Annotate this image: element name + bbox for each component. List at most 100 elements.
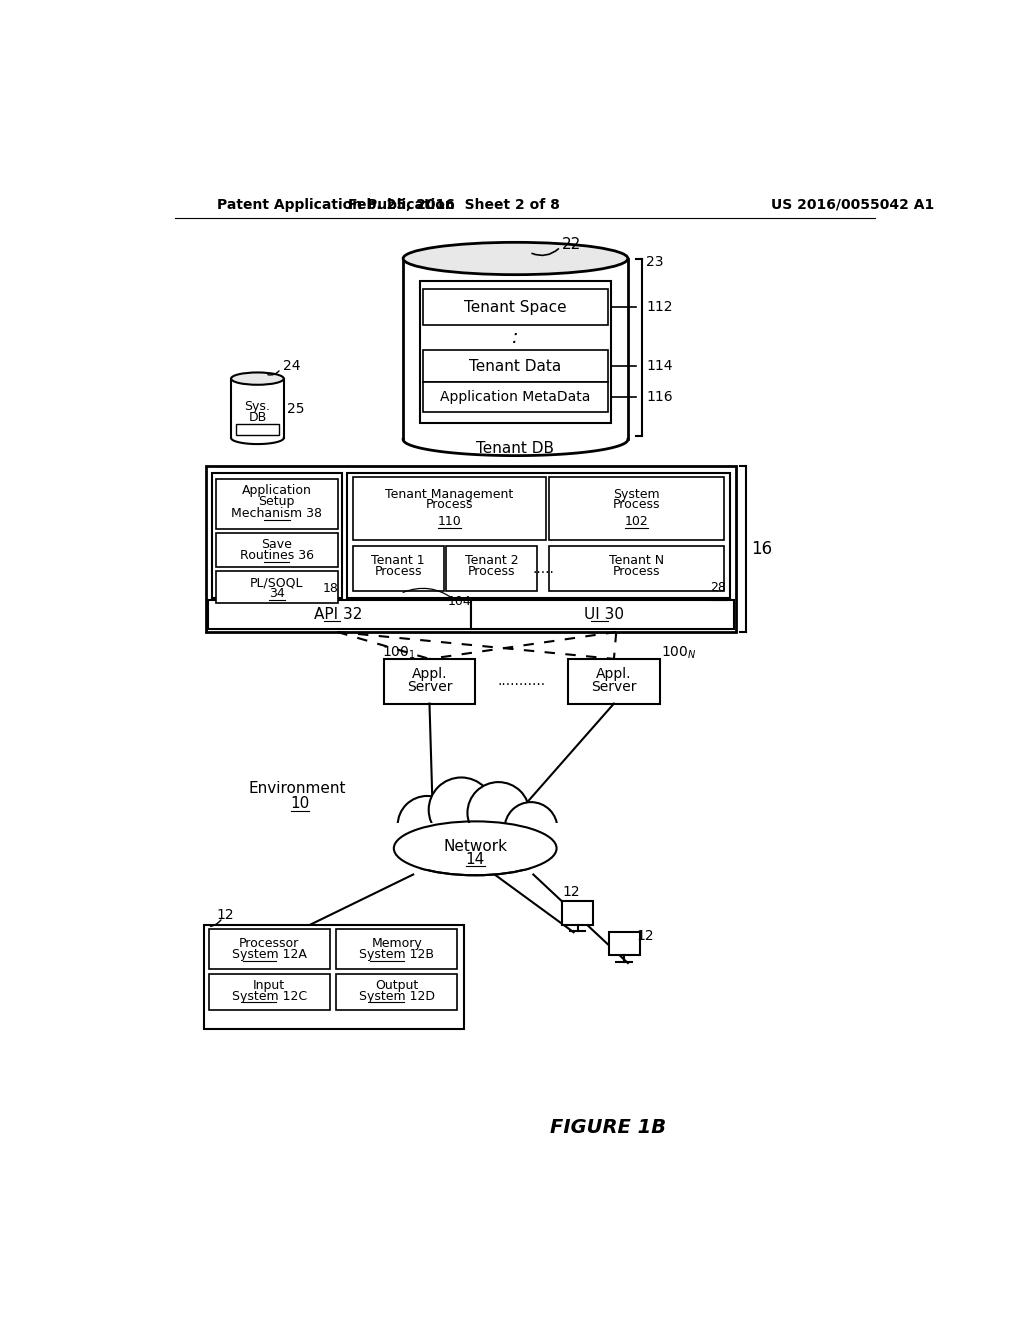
Text: Tenant DB: Tenant DB [476, 441, 555, 457]
Text: 28: 28 [711, 581, 726, 594]
Text: Tenant N: Tenant N [609, 554, 665, 566]
Text: ...........: ........... [498, 675, 546, 688]
Text: Save: Save [261, 539, 292, 552]
FancyBboxPatch shape [216, 572, 338, 603]
Text: Network: Network [443, 838, 507, 854]
Text: 16: 16 [751, 540, 772, 558]
FancyBboxPatch shape [336, 974, 458, 1010]
Text: 100$_1$: 100$_1$ [382, 644, 416, 661]
FancyBboxPatch shape [423, 350, 607, 383]
Text: Process: Process [375, 565, 422, 578]
Text: Feb. 25, 2016  Sheet 2 of 8: Feb. 25, 2016 Sheet 2 of 8 [347, 198, 559, 211]
Ellipse shape [403, 243, 628, 275]
Text: 14: 14 [466, 851, 484, 867]
Circle shape [397, 796, 457, 854]
Text: 102: 102 [625, 515, 648, 528]
Text: Process: Process [612, 499, 660, 511]
FancyBboxPatch shape [204, 924, 464, 1028]
FancyBboxPatch shape [216, 479, 338, 529]
Text: Process: Process [426, 499, 473, 511]
FancyBboxPatch shape [206, 466, 736, 632]
Text: 25: 25 [287, 403, 304, 416]
FancyBboxPatch shape [216, 533, 338, 568]
Text: FIGURE 1B: FIGURE 1B [551, 1118, 667, 1137]
FancyBboxPatch shape [391, 822, 559, 869]
Text: API 32: API 32 [314, 607, 362, 622]
Text: Tenant 2: Tenant 2 [465, 554, 518, 566]
Text: System 12B: System 12B [359, 948, 434, 961]
Text: Routines 36: Routines 36 [240, 549, 313, 562]
Text: Processor: Processor [240, 936, 299, 949]
Text: Server: Server [591, 680, 637, 693]
FancyBboxPatch shape [562, 902, 593, 924]
Text: Setup: Setup [259, 495, 295, 508]
Text: System 12D: System 12D [358, 990, 435, 1003]
Text: 12: 12 [562, 886, 581, 899]
Text: DB: DB [248, 411, 266, 424]
Text: Application MetaData: Application MetaData [440, 391, 591, 404]
Text: 100$_N$: 100$_N$ [662, 644, 697, 661]
Text: Application: Application [242, 483, 311, 496]
Ellipse shape [394, 821, 557, 875]
FancyBboxPatch shape [209, 974, 330, 1010]
FancyBboxPatch shape [208, 599, 471, 628]
FancyBboxPatch shape [549, 546, 724, 591]
Text: 34: 34 [269, 587, 285, 601]
Circle shape [505, 803, 557, 854]
FancyBboxPatch shape [420, 281, 611, 422]
Text: System 12C: System 12C [231, 990, 307, 1003]
FancyBboxPatch shape [352, 478, 546, 540]
FancyBboxPatch shape [209, 929, 330, 969]
Text: 24: 24 [283, 359, 300, 374]
Text: Tenant Space: Tenant Space [464, 300, 567, 314]
Text: 12: 12 [217, 908, 234, 923]
Text: 18: 18 [323, 582, 339, 595]
Text: Process: Process [612, 565, 660, 578]
Text: UI 30: UI 30 [584, 607, 624, 622]
Text: 114: 114 [646, 359, 673, 374]
FancyBboxPatch shape [212, 473, 342, 598]
Text: Server: Server [407, 680, 453, 693]
Text: 116: 116 [646, 391, 673, 404]
Text: US 2016/0055042 A1: US 2016/0055042 A1 [771, 198, 935, 211]
Text: 12: 12 [637, 929, 654, 942]
Text: 23: 23 [646, 255, 664, 269]
Text: Patent Application Publication: Patent Application Publication [217, 198, 455, 211]
FancyBboxPatch shape [608, 932, 640, 956]
FancyBboxPatch shape [236, 424, 280, 434]
Text: :: : [512, 329, 519, 347]
FancyBboxPatch shape [423, 289, 607, 326]
Text: Appl.: Appl. [412, 668, 447, 681]
FancyBboxPatch shape [445, 546, 537, 591]
FancyBboxPatch shape [471, 599, 734, 628]
Text: System 12A: System 12A [231, 948, 306, 961]
FancyBboxPatch shape [423, 383, 607, 412]
Text: Tenant Data: Tenant Data [469, 359, 561, 374]
Text: Tenant 1: Tenant 1 [372, 554, 425, 566]
Text: 104: 104 [447, 595, 471, 609]
FancyBboxPatch shape [352, 546, 443, 591]
Text: Input: Input [253, 979, 286, 991]
FancyBboxPatch shape [549, 478, 724, 540]
Text: Memory: Memory [372, 936, 422, 949]
Text: Tenant Management: Tenant Management [385, 487, 513, 500]
Text: 10: 10 [291, 796, 309, 812]
Circle shape [429, 777, 494, 842]
Text: Process: Process [468, 565, 515, 578]
FancyBboxPatch shape [568, 659, 659, 704]
Text: Mechanism 38: Mechanism 38 [231, 507, 323, 520]
Text: PL/SOQL: PL/SOQL [250, 577, 303, 590]
Text: System: System [613, 487, 659, 500]
Text: Output: Output [375, 979, 419, 991]
Text: Sys.: Sys. [245, 400, 270, 413]
Text: Environment: Environment [248, 780, 346, 796]
Text: 110: 110 [437, 515, 461, 528]
FancyBboxPatch shape [384, 659, 475, 704]
Text: 112: 112 [646, 300, 673, 314]
Text: .....: ..... [532, 562, 554, 576]
FancyBboxPatch shape [346, 473, 730, 598]
Circle shape [467, 781, 529, 843]
FancyBboxPatch shape [336, 929, 458, 969]
Text: Appl.: Appl. [596, 668, 632, 681]
Text: 22: 22 [562, 238, 582, 252]
